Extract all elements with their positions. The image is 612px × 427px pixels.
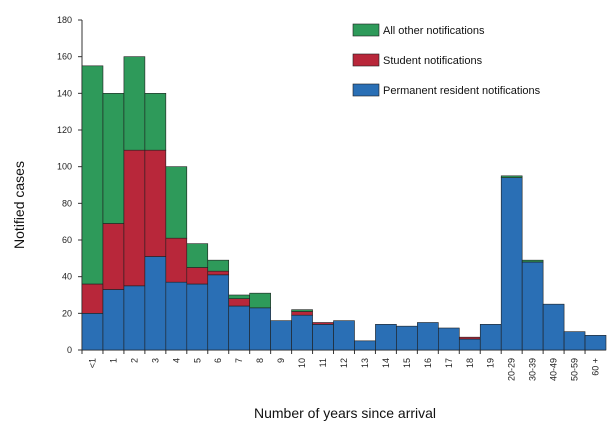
y-tick-label: 140	[57, 88, 72, 98]
x-tick-label: 40-49	[549, 358, 559, 381]
bar-segment	[333, 320, 355, 351]
bar-segment	[542, 303, 565, 351]
bar-segment	[144, 93, 167, 151]
legend-swatch	[352, 53, 380, 67]
bar-segment	[207, 274, 230, 351]
x-tick-label: 3	[150, 358, 160, 363]
x-tick-label: 1	[108, 358, 118, 363]
x-tick-label: 20-29	[507, 358, 517, 381]
x-tick-label: 17	[444, 358, 454, 368]
bar-segment	[123, 285, 146, 351]
legend-swatch	[352, 83, 380, 97]
bar-segment	[291, 309, 313, 312]
y-tick-label: 60	[62, 235, 72, 245]
x-tick-label: <1	[87, 358, 97, 368]
x-tick-label: 19	[486, 358, 496, 368]
x-tick-label: 13	[360, 358, 370, 368]
x-tick-label: 4	[171, 358, 181, 363]
bar-segment	[291, 314, 313, 351]
bar-segment	[270, 320, 292, 351]
bar-segment	[165, 237, 188, 283]
legend: All other notifications Student notificat…	[352, 23, 541, 97]
bar-segment	[144, 149, 167, 257]
y-tick-label: 0	[67, 345, 72, 355]
bar-segment	[165, 281, 188, 351]
bar-segment	[249, 307, 271, 351]
y-tick-label: 20	[62, 308, 72, 318]
bar-segment	[102, 93, 125, 224]
x-tick-label: 8	[255, 358, 265, 363]
bar-segment	[458, 336, 481, 340]
bar-segment	[312, 322, 334, 325]
bar-segment	[312, 324, 334, 351]
bar-segment	[396, 325, 418, 351]
x-tick-label: 18	[465, 358, 475, 368]
legend-label: Permanent resident notifications	[383, 85, 541, 97]
bar-segment	[165, 166, 188, 239]
bar-segment	[584, 335, 607, 351]
legend-swatch	[352, 23, 380, 37]
y-tick-label: 180	[57, 15, 72, 25]
bar-segment	[186, 243, 209, 268]
bar-segment	[186, 283, 209, 351]
bar-segment	[249, 292, 271, 309]
bar-segment	[102, 223, 125, 290]
bar-segment	[521, 259, 544, 263]
x-tick-label: 12	[339, 358, 349, 368]
x-tick-label: 14	[381, 358, 391, 368]
bar-segment	[563, 331, 586, 351]
bar-segment	[228, 305, 250, 351]
bar-segment	[207, 270, 230, 276]
x-axis: <1 1 2 3 4 5 6 7 8 9 10 11 12 13 14 15 16 17 18 19 20-29 30-3…	[81, 349, 606, 381]
bar-segment	[500, 175, 523, 178]
bar-segment	[417, 322, 439, 351]
bars	[81, 56, 607, 351]
bar-segment	[102, 289, 125, 351]
bar-segment	[375, 324, 397, 351]
bar-segment	[186, 267, 209, 285]
bar-segment	[81, 283, 104, 314]
y-tick-label: 100	[57, 162, 72, 172]
bar-segment	[458, 338, 481, 351]
y-tick-label: 40	[62, 272, 72, 282]
x-tick-label: 15	[402, 358, 412, 368]
y-tick-label: 80	[62, 198, 72, 208]
y-tick-label: 160	[57, 52, 72, 62]
legend-label: All other notifications	[383, 25, 485, 37]
bar-segment	[123, 149, 146, 287]
bar-segment	[81, 65, 104, 285]
bar-segment	[228, 294, 250, 299]
bar-segment	[144, 256, 167, 351]
x-tick-label: 30-39	[528, 358, 538, 381]
x-tick-label: 16	[423, 358, 433, 368]
bar-segment	[228, 298, 250, 307]
x-axis-title: Number of years since arrival	[254, 405, 436, 421]
bar-segment	[479, 324, 502, 351]
x-tick-label: 6	[213, 358, 223, 363]
bar-segment	[521, 261, 544, 351]
bar-segment	[81, 313, 104, 351]
x-tick-label: 2	[129, 358, 139, 363]
x-tick-label: 11	[318, 358, 328, 367]
bar-segment	[438, 327, 460, 351]
bar-segment	[207, 259, 230, 272]
x-tick-label: 10	[297, 358, 307, 368]
y-axis: 0 20 40 60 80 100 120 140 160 180	[57, 15, 83, 355]
x-tick-label: 9	[276, 358, 286, 363]
bar-segment	[123, 56, 146, 151]
bar-segment	[500, 177, 523, 351]
x-tick-label: 7	[234, 358, 244, 363]
y-tick-label: 120	[57, 125, 72, 135]
y-axis-title: Notified cases	[11, 161, 27, 249]
x-tick-label: 60 +	[591, 358, 601, 376]
bar-segment	[291, 311, 313, 316]
x-tick-label: 5	[192, 358, 202, 363]
bar-segment	[354, 340, 376, 351]
x-tick-label: 50-59	[570, 358, 580, 381]
legend-label: Student notifications	[383, 55, 483, 67]
